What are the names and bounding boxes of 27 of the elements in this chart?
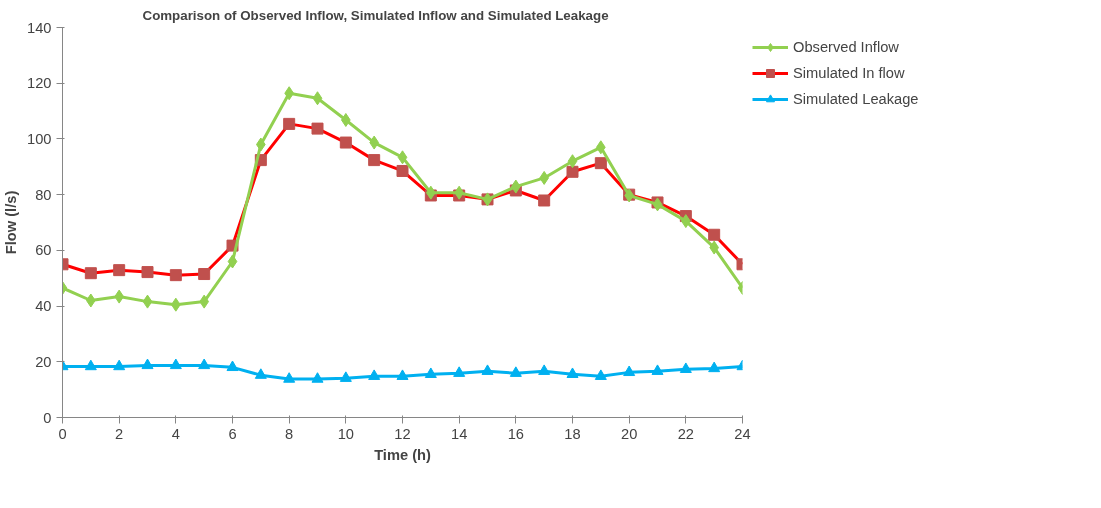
- x-tick-label: 4: [171, 425, 180, 442]
- y-tick-label: 140: [27, 19, 52, 36]
- x-tick-label: 24: [734, 425, 751, 442]
- x-tick-label: 22: [677, 425, 694, 442]
- legend-label: Simulated In flow: [793, 65, 905, 81]
- y-tick-label: 100: [27, 130, 52, 147]
- y-tick-label: 120: [27, 75, 52, 92]
- chart-title: Comparison of Observed Inflow, Simulated Inflow and Simulated Leakage: [142, 7, 609, 23]
- legend-label: Observed Inflow: [793, 39, 899, 55]
- x-tick-label: 16: [507, 425, 524, 442]
- y-axis-title: Flow (l/s): [3, 190, 20, 255]
- x-tick-label: 12: [394, 425, 411, 442]
- x-tick-label: 6: [228, 425, 237, 442]
- x-tick-label: 8: [285, 425, 294, 442]
- x-tick-label: 20: [621, 425, 638, 442]
- x-tick-label: 18: [564, 425, 581, 442]
- x-tick-label: 10: [337, 425, 354, 442]
- x-tick-label: 14: [451, 425, 468, 442]
- x-tick-label: 0: [58, 425, 67, 442]
- y-tick-label: 0: [43, 409, 52, 426]
- x-tick-label: 2: [115, 425, 124, 442]
- legend-label: Simulated Leakage: [793, 91, 919, 107]
- y-tick-label: 80: [35, 186, 52, 203]
- x-axis-title: Time (h): [374, 446, 431, 463]
- y-tick-label: 60: [35, 242, 52, 259]
- y-tick-label: 40: [35, 298, 52, 315]
- y-tick-label: 20: [35, 353, 52, 370]
